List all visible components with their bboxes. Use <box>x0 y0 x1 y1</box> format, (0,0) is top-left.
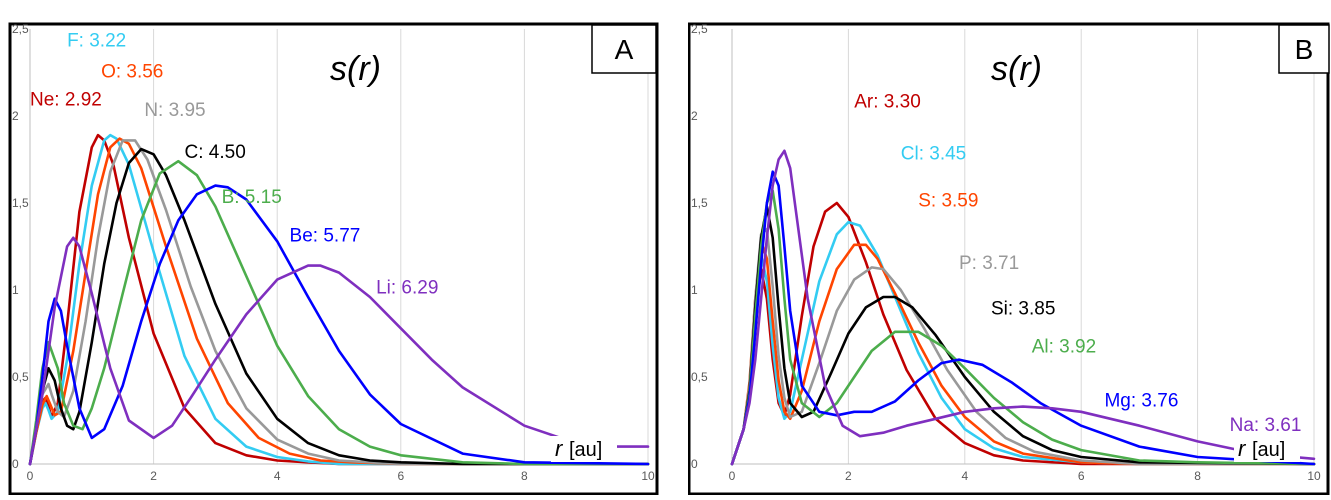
chart-a-y-tick-label: 2 <box>12 109 19 123</box>
chart-b-panel-letter: B <box>1295 34 1314 65</box>
chart-a-series-label-4: C: 4.50 <box>185 142 246 163</box>
chart-a-series-label-7: Li: 6.29 <box>376 277 438 298</box>
chart-a-y-tick-label: 1,5 <box>12 196 29 210</box>
chart-a-x-tick-label: 8 <box>521 469 528 483</box>
chart-a-panel-letter: A <box>615 34 634 65</box>
chart-b-series-line-7 <box>730 149 1316 466</box>
chart-b-series-label-1: Cl: 3.45 <box>901 144 966 165</box>
chart-a-series-label-6: Be: 5.77 <box>290 225 361 246</box>
chart-a-letter-box <box>591 24 657 74</box>
chart-a-y-tick-label: 1 <box>12 283 19 297</box>
chart-b-y-tick-label: 2 <box>691 109 698 123</box>
chart-a-x-tick-label: 0 <box>27 469 34 483</box>
chart-b-y-tick-label: 0,5 <box>691 370 708 384</box>
chart-b-x-tick-label: 8 <box>1194 469 1201 483</box>
chart-a-frame <box>8 22 659 496</box>
chart-b-xlabel-bg <box>1234 436 1300 462</box>
chart-b-series-label-0: Ar: 3.30 <box>854 91 921 112</box>
chart-b-x-tick-label: 2 <box>845 469 852 483</box>
chart-a-x-tick-label: 10 <box>641 469 655 483</box>
chart-a-svg: 0 2 4 6 8 10 0 0,5 1 1,5 2 2,5 Ne: 2.92 F: 3.22 O: 3.5… <box>8 22 659 496</box>
chart-a-series-label-2: O: 3.56 <box>101 62 163 83</box>
chart-b-series-label-4: Si: 3.85 <box>991 298 1055 319</box>
chart-a-series-line-3 <box>28 139 650 466</box>
chart-b-series-label-3: P: 3.71 <box>959 253 1019 274</box>
chart-b-letter-box <box>1278 24 1330 74</box>
chart-b-series-label-6: Mg: 3.76 <box>1104 391 1178 412</box>
chart-a-title: s(r) <box>330 50 381 88</box>
chart-a-series-line-4 <box>28 147 650 466</box>
chart-a-y-tick-label: 0,5 <box>12 370 29 384</box>
chart-b-series-line-5 <box>730 189 1316 466</box>
chart-b-xlabel-unit: [au] <box>1252 439 1285 461</box>
chart-b-y-tick-label: 1 <box>691 283 698 297</box>
chart-a-series-label-1: F: 3.22 <box>67 30 126 51</box>
chart-a-x-tick-label: 6 <box>397 469 404 483</box>
chart-b-x-tick-label: 0 <box>729 469 736 483</box>
chart-a-series-label-0: Ne: 2.92 <box>30 90 102 111</box>
chart-b-x-tick-label: 4 <box>961 469 968 483</box>
chart-b-y-tick-label: 0 <box>691 457 698 471</box>
chart-a-xlabel-unit: [au] <box>569 439 602 461</box>
chart-b-series-label-5: Al: 3.92 <box>1032 337 1096 358</box>
chart-b-series-label-2: S: 3.59 <box>918 190 978 211</box>
chart-a-y-tick-label: 2,5 <box>12 22 29 36</box>
chart-a-series-label-3: N: 3.95 <box>144 100 205 121</box>
chart-b-x-tick-label: 6 <box>1078 469 1085 483</box>
chart-b-xlabel-var: r <box>1238 436 1247 461</box>
chart-a-x-tick-label: 4 <box>274 469 281 483</box>
chart-a-series-label-5: B: 5.15 <box>222 187 282 208</box>
chart-a-xlabel-bg <box>551 436 617 462</box>
chart-a-series-line-7 <box>28 236 650 466</box>
chart-b-svg: 0 2 4 6 8 10 0 0,5 1 1,5 2 2,5 Ar: 3.30 Cl: 3.45 S: 3.… <box>687 22 1330 496</box>
chart-a-series-line-1 <box>28 133 650 466</box>
chart-panel-a: 0 2 4 6 8 10 0 0,5 1 1,5 2 2,5 Ne: 2.92 F: 3.22 O: 3.5… <box>0 0 660 496</box>
chart-b-series-label-7: Na: 3.61 <box>1230 415 1302 436</box>
chart-panel-b: 0 2 4 6 8 10 0 0,5 1 1,5 2 2,5 Ar: 3.30 Cl: 3.45 S: 3.… <box>687 0 1331 496</box>
chart-a-series-line-5 <box>28 159 650 466</box>
chart-a-y-tick-label: 0 <box>12 457 19 471</box>
chart-b-y-tick-label: 2,5 <box>691 22 708 36</box>
chart-a-x-tick-label: 2 <box>150 469 157 483</box>
chart-b-x-tick-label: 10 <box>1307 469 1321 483</box>
chart-a-xlabel-var: r <box>555 436 564 461</box>
chart-b-title: s(r) <box>991 50 1042 88</box>
chart-b-y-tick-label: 1,5 <box>691 196 708 210</box>
chart-b-frame <box>687 22 1330 496</box>
chart-a-series-line-2 <box>28 137 650 466</box>
